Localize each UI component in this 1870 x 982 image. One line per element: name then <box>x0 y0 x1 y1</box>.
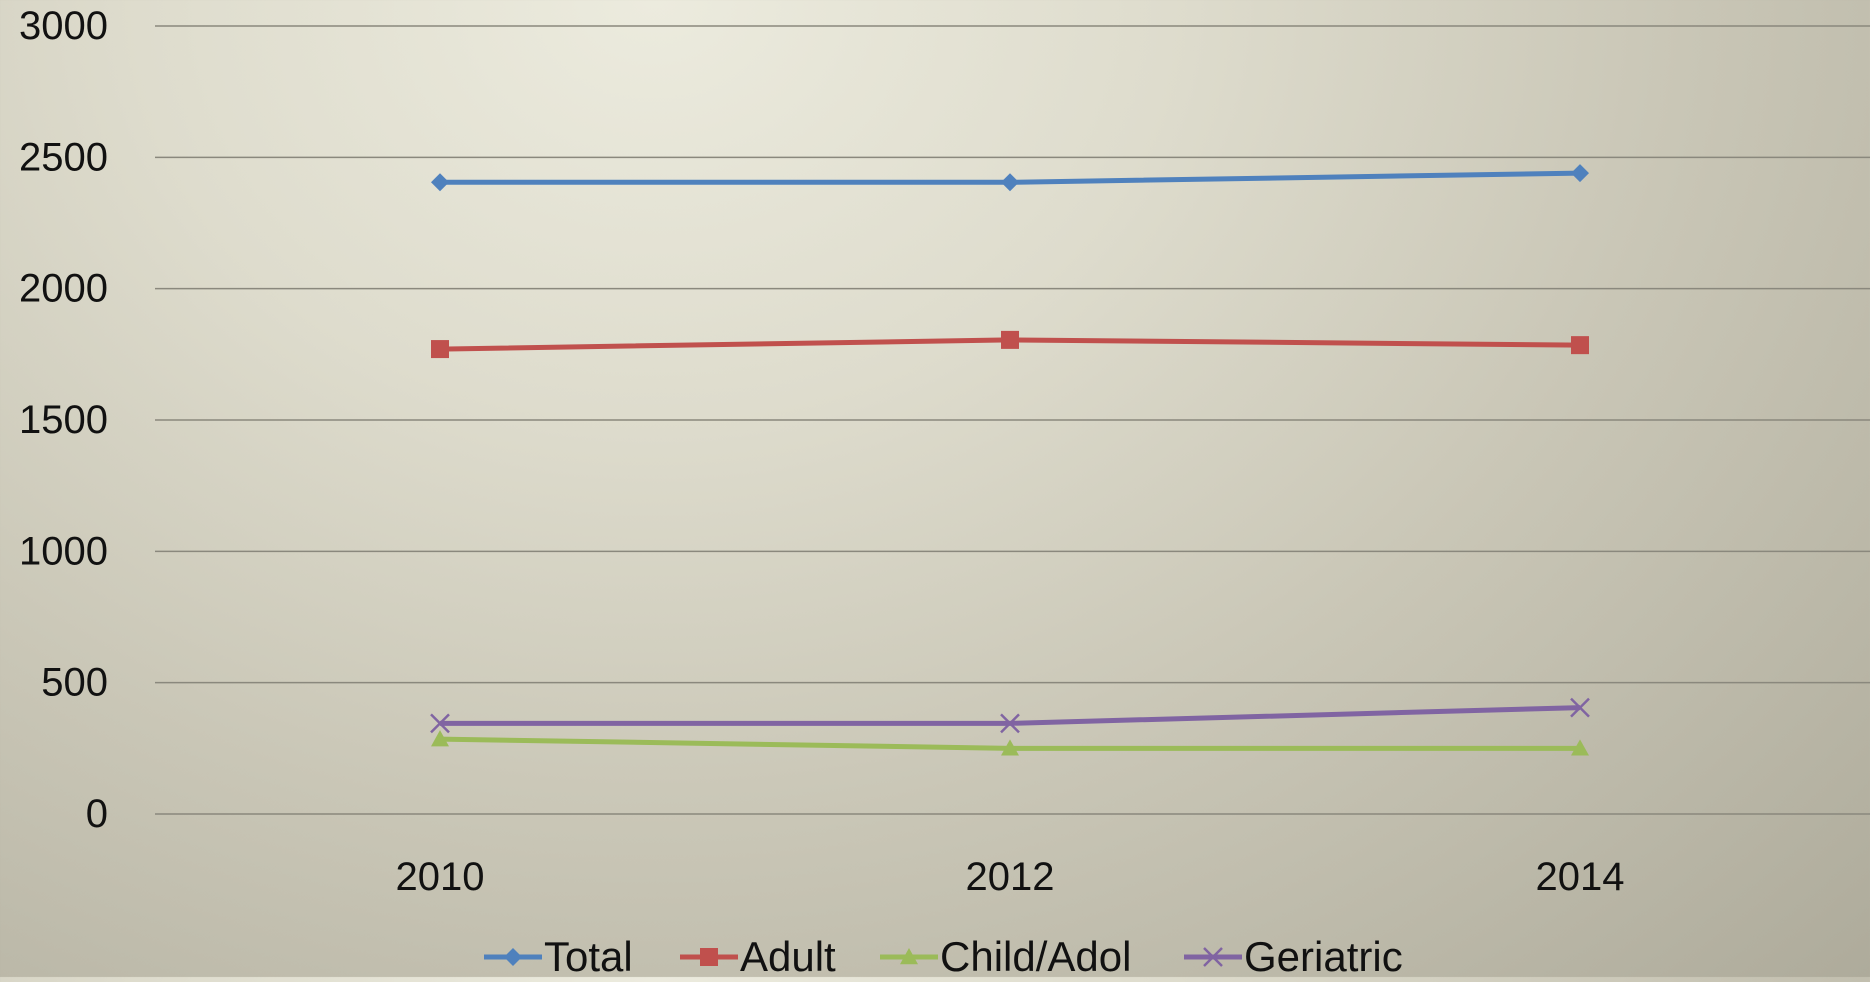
y-tick-label: 1000 <box>19 529 108 573</box>
data-point <box>1000 713 1020 734</box>
data-point <box>700 948 718 966</box>
y-tick-label: 3000 <box>19 4 108 48</box>
data-point <box>1571 739 1589 756</box>
data-point <box>504 948 522 966</box>
marker-stroke <box>430 713 450 734</box>
data-point <box>1001 739 1019 756</box>
marker-stroke <box>1000 713 1020 734</box>
legend-label: Child/Adol <box>940 933 1131 977</box>
series-child-adol <box>431 730 1589 756</box>
y-tick-label: 0 <box>86 792 108 836</box>
legend-item: Adult <box>680 933 836 980</box>
legend-item: Total <box>484 933 633 980</box>
data-point <box>431 173 449 192</box>
x-tick-label: 2012 <box>966 855 1055 899</box>
legend-item: Geriatric <box>1184 933 1403 980</box>
y-tick-label: 2500 <box>19 135 108 179</box>
data-point <box>430 713 450 734</box>
x-tick-label: 2014 <box>1536 855 1625 899</box>
legend: Total Adult Child/Adol Geriatric <box>484 933 1403 980</box>
series-lines <box>430 164 1590 756</box>
grid-lines <box>155 25 1870 815</box>
data-point <box>1001 173 1019 192</box>
data-point <box>1203 947 1223 967</box>
x-axis-tick-labels: 2010 2012 2014 <box>396 855 1625 899</box>
series-adult <box>431 330 1589 359</box>
marker-stroke <box>1203 947 1223 967</box>
data-point <box>431 340 449 359</box>
x-tick-label: 2010 <box>396 855 485 899</box>
series-total <box>431 164 1589 192</box>
series-geriatric <box>430 697 1590 734</box>
marker-stroke <box>1570 697 1590 718</box>
legend-label: Geriatric <box>1244 933 1403 977</box>
series-line <box>440 705 1581 726</box>
data-point <box>1570 697 1590 718</box>
legend-label: Adult <box>740 933 836 977</box>
legend-label: Total <box>544 933 633 977</box>
y-tick-label: 2000 <box>19 267 108 311</box>
data-point <box>431 730 449 747</box>
y-axis-tick-labels: 0 500 1000 1500 2000 2500 3000 <box>19 4 108 836</box>
data-point <box>900 948 918 965</box>
y-tick-label: 1500 <box>19 398 108 442</box>
y-tick-label: 500 <box>41 661 108 705</box>
data-point <box>1571 336 1589 355</box>
data-point <box>1571 164 1589 183</box>
legend-item: Child/Adol <box>880 933 1131 980</box>
data-point <box>1001 330 1019 349</box>
